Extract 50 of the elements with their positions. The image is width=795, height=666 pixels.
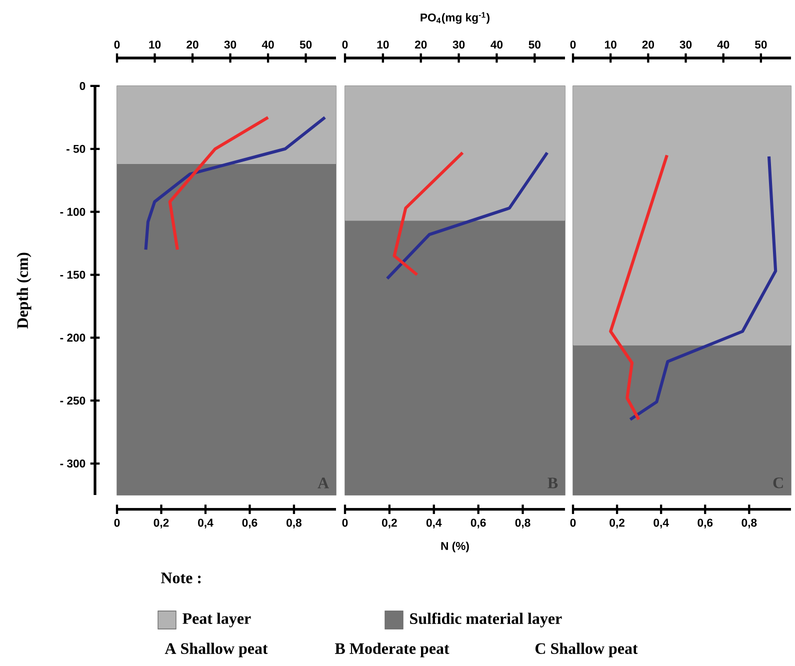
- x2-tick-label: 0: [342, 40, 348, 49]
- x2-tick-label: 50: [754, 40, 767, 49]
- x2-tick-label: 0: [570, 40, 576, 49]
- x-axis-title: N (%): [441, 542, 469, 552]
- y-tick-label: - 300: [60, 460, 86, 468]
- x2-tick-label: 20: [642, 40, 654, 49]
- text: Note :: [161, 572, 201, 584]
- x2-tick-label: 30: [680, 40, 692, 49]
- legend-label: Peat layer: [182, 612, 251, 628]
- y-tick-label: - 50: [66, 144, 86, 153]
- x-tick-label: 0,2: [154, 518, 169, 528]
- x-tick-label: 0: [570, 518, 576, 527]
- y-tick-label: 0: [80, 82, 86, 90]
- x-tick-label: 0,6: [698, 518, 713, 528]
- y-axis-title: Depth (cm): [16, 252, 32, 329]
- x2-tick-label: 50: [300, 40, 312, 49]
- x-tick-label: 0,4: [654, 518, 669, 528]
- x-tick-label: 0: [114, 518, 120, 527]
- x2-tick-label: 30: [452, 40, 465, 49]
- x2-tick-label: 10: [377, 40, 389, 49]
- legend-label: Sulfidic material layer: [410, 612, 562, 628]
- x-tick-label: 0: [342, 518, 348, 527]
- x2-tick-label: 40: [490, 40, 503, 49]
- x-tick-label: 0,8: [515, 518, 530, 528]
- x-tick-label: 0,6: [470, 518, 486, 528]
- x-tick-label: 0,4: [198, 518, 214, 528]
- y-tick-label: - 250: [60, 396, 86, 405]
- x2-tick-label: 0: [114, 40, 120, 49]
- x-tick-label: 0,8: [286, 518, 302, 528]
- x2-tick-label: 20: [186, 40, 198, 49]
- x-tick-label: 0,2: [382, 518, 397, 528]
- x-tick-label: 0,2: [610, 518, 624, 528]
- y-tick-label: - 150: [60, 270, 86, 279]
- x2-tick-label: 10: [605, 40, 616, 49]
- x2-tick-label: 10: [149, 40, 161, 49]
- x-tick-label: 0,6: [242, 518, 258, 528]
- x2-tick-label: 50: [528, 40, 540, 49]
- y-tick-label: - 200: [60, 334, 86, 342]
- x-tick-label: 0,8: [742, 518, 757, 528]
- x2-tick-label: 20: [414, 40, 427, 49]
- text: B Moderate peat: [334, 642, 450, 658]
- line-series: [144, 116, 326, 252]
- x-tick-label: 0,4: [426, 518, 442, 528]
- x2-tick-label: 40: [717, 40, 730, 49]
- y-tick-label: - 100: [60, 208, 86, 216]
- x2-tick-label: 40: [262, 40, 274, 49]
- text: A Shallow peat: [164, 642, 268, 658]
- text: C Shallow peat: [535, 642, 638, 658]
- x2-axis-title: PO$_{4}$(mg kg$^{-1}$): [420, 12, 490, 24]
- x2-tick-label: 30: [224, 40, 236, 49]
